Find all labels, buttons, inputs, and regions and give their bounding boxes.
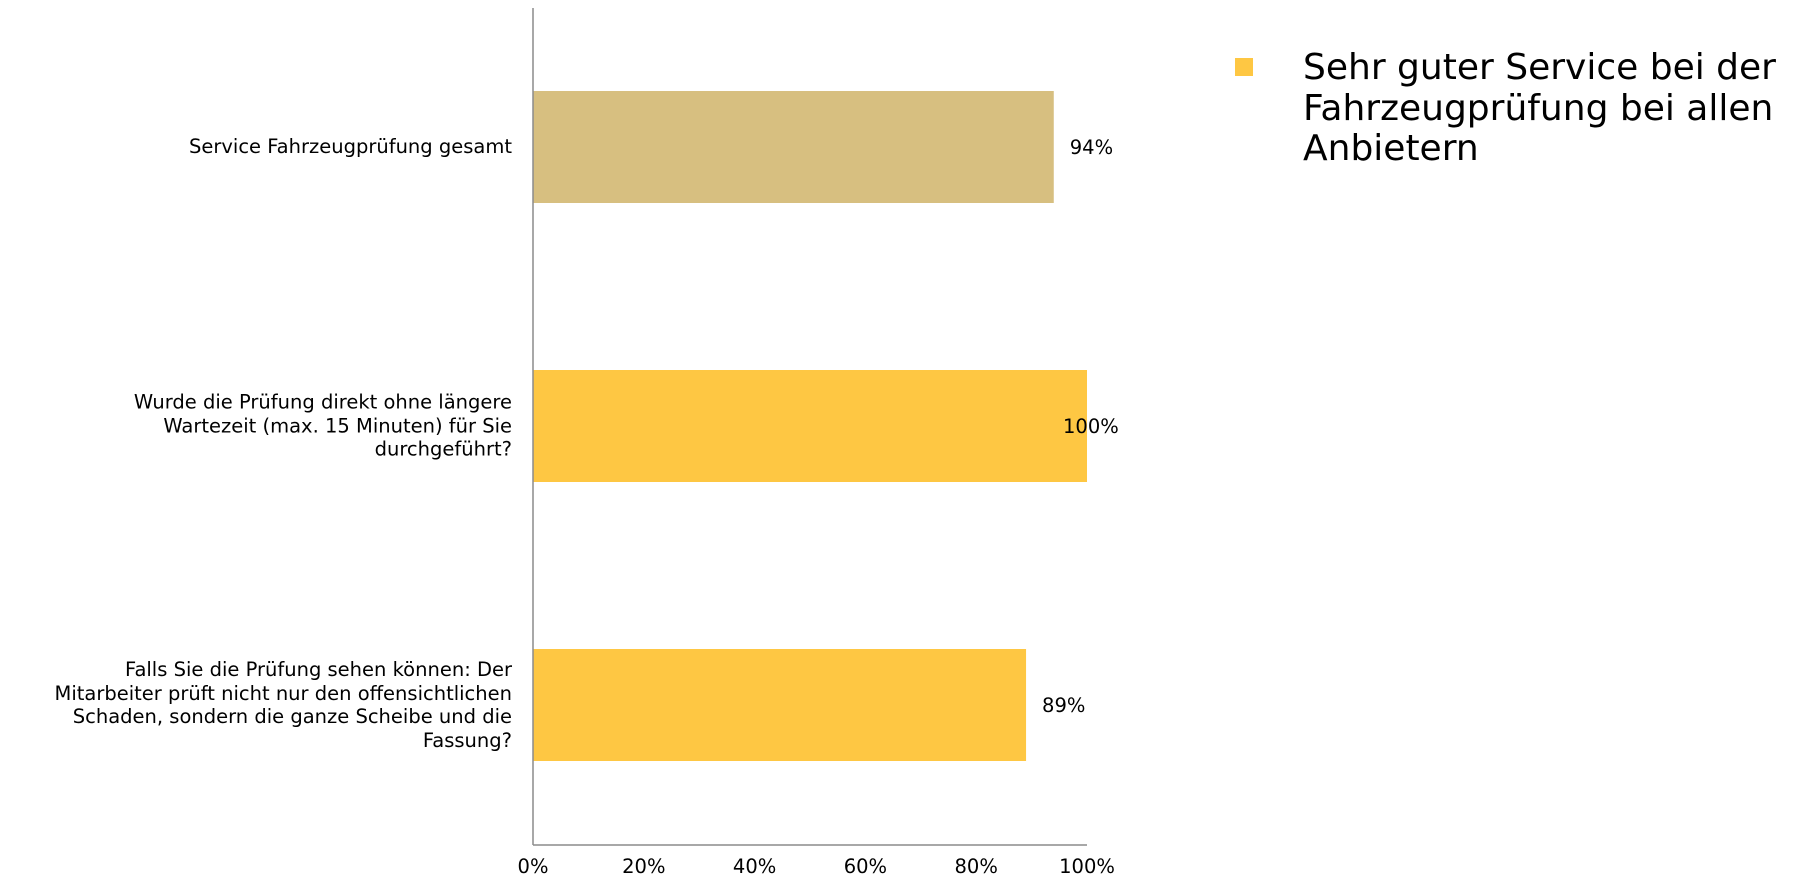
category-label-2: Wurde die Prüfung direkt ohne längere Wa… <box>133 390 512 461</box>
legend: Sehr guter Service bei der Fahrzeugprüfu… <box>1235 47 1817 170</box>
bar-2 <box>533 370 1087 482</box>
x-tick-label: 60% <box>844 855 887 878</box>
data-label-1: 94% <box>1070 136 1113 159</box>
x-tick-label: 20% <box>622 855 665 878</box>
data-label-3: 89% <box>1042 694 1085 717</box>
x-tick-label: 0% <box>518 855 549 878</box>
category-label-3: Falls Sie die Prüfung sehen können: Der … <box>54 657 513 752</box>
bar-3 <box>533 649 1027 761</box>
legend-label: Sehr guter Service bei der Fahrzeugprüfu… <box>1303 47 1776 169</box>
x-tick-label: 40% <box>733 855 776 878</box>
x-tick-label: 80% <box>955 855 998 878</box>
data-label-2: 100% <box>1063 415 1119 438</box>
category-label-1: Service Fahrzeugprüfung gesamt <box>188 135 512 159</box>
x-tick-label: 100% <box>1059 855 1115 878</box>
bar-1 <box>533 91 1054 203</box>
legend-swatch <box>1235 58 1253 76</box>
